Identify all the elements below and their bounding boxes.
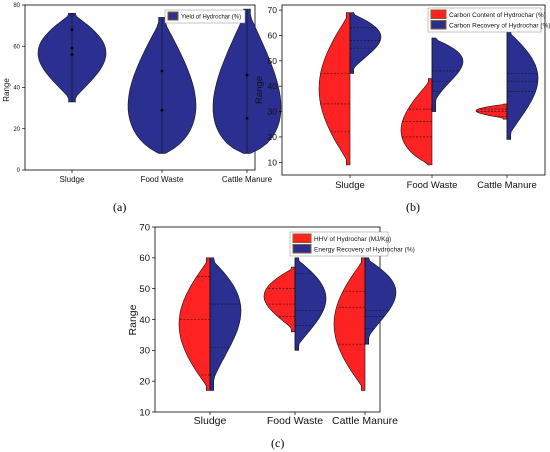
y-tick-label: 50 [268, 56, 278, 66]
y-tick-label: 20 [268, 132, 278, 142]
legend-box [164, 9, 246, 24]
x-tick-label: Cattle Manure [332, 415, 398, 427]
data-point [70, 46, 74, 50]
y-tick-label: 40 [268, 81, 278, 91]
y-axis-label: Range [254, 76, 265, 104]
violin-body [37, 12, 107, 103]
data-point [70, 28, 74, 32]
violin-body [212, 8, 282, 154]
violin-half-right [209, 257, 242, 391]
y-tick-label: 60 [268, 30, 278, 40]
y-axis-label: Range [127, 304, 139, 335]
plot-frame [281, 4, 546, 176]
legend-swatch [430, 9, 447, 19]
x-tick-label: Food Waste [267, 415, 323, 427]
violin-half-right [294, 257, 327, 351]
data-point [160, 108, 164, 112]
y-tick-label: 70 [139, 222, 150, 233]
y-tick-label: 20 [139, 376, 150, 387]
x-tick-label: Food Waste [407, 180, 458, 191]
x-tick-label: Sludge [60, 175, 85, 184]
legend-swatch [292, 233, 312, 243]
legend-swatch [167, 11, 179, 21]
data-point [245, 117, 249, 120]
y-tick-label: 30 [139, 346, 150, 357]
y-tick-label: 60 [139, 253, 150, 264]
panel-label-b: (b) [406, 200, 420, 214]
y-tick-label: 60 [13, 44, 20, 50]
legend-swatch [430, 20, 447, 30]
chart-a: 0 20 40 60 80 Range Sludge Food Waste Cattle Man… [2, 3, 282, 184]
legend-label: Energy Recovery of Hydrochar (%) [314, 247, 415, 254]
violin-half-left [178, 257, 211, 391]
y-tick-label: 40 [13, 86, 20, 92]
legend-box [427, 7, 542, 33]
legend-label: Carbon Recovery of Hydrochar (%) [449, 23, 550, 30]
y-tick-label: 80 [13, 3, 20, 9]
panel-label-c: (c) [271, 436, 285, 450]
x-tick-label: Food Waste [141, 175, 184, 184]
y-tick-label: 10 [139, 407, 150, 418]
chart-c: 10 20 30 40 50 60 70 Range Sludge Food Waste Cattl… [127, 222, 415, 427]
x-tick-label: Sludge [335, 180, 365, 191]
violin-body [127, 17, 197, 154]
y-tick-label: 20 [13, 127, 20, 133]
x-tick-label: Sludge [194, 415, 227, 427]
data-point [70, 53, 74, 56]
y-tick-label: 30 [268, 107, 278, 117]
y-tick-label: 50 [139, 284, 150, 295]
y-tick-label: 0 [17, 168, 21, 174]
x-tick-label: Cattle Manure [222, 175, 273, 184]
violin-half-left [263, 266, 296, 333]
violin-half-right [364, 257, 397, 345]
violin-half-right [349, 12, 382, 74]
y-axis-label: Range [2, 78, 11, 102]
y-tick-label: 70 [268, 5, 278, 15]
violin-half-right [431, 37, 464, 112]
legend-label: Carbon Content of Hydrochar (%) [449, 12, 546, 19]
legend-label: HHV of Hydrochar (MJ/Kg) [314, 236, 391, 243]
y-tick-label: 10 [268, 157, 278, 167]
panel-label-a: (a) [113, 200, 127, 214]
violin-half-left [333, 257, 366, 391]
data-point [245, 73, 249, 77]
violin-half-left [318, 12, 351, 166]
legend-label: Yield of Hydrochar (%) [181, 15, 241, 21]
data-point [160, 69, 164, 73]
y-tick-label: 40 [139, 315, 150, 326]
violin-half-right [506, 30, 539, 140]
legend-swatch [292, 244, 312, 254]
x-tick-label: Cattle Manure [477, 180, 537, 191]
chart-b: 10 20 30 40 50 60 70 Range Sludge Food Waste Cattl… [254, 4, 550, 191]
